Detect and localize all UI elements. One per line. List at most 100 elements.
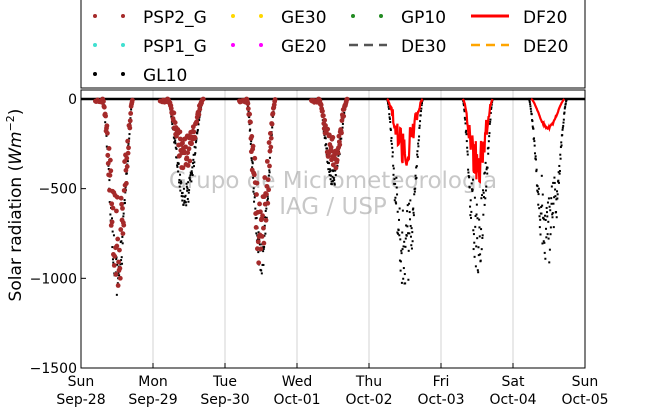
psp2-g-point	[333, 165, 339, 171]
legend-marker	[259, 43, 263, 47]
gl10-point	[552, 181, 555, 184]
gl10-point	[111, 258, 114, 261]
gl10-point	[469, 199, 472, 202]
gl10-point	[396, 193, 399, 196]
gl10-point	[265, 216, 268, 219]
gl10-point	[392, 164, 395, 167]
psp2-g-point	[185, 163, 191, 168]
gl10-point	[561, 134, 564, 137]
gl10-point	[121, 235, 124, 238]
data-marks	[81, 96, 585, 296]
gl10-point	[532, 127, 535, 130]
psp2-g-point	[110, 205, 116, 211]
psp2-g-point	[113, 272, 119, 277]
gl10-point	[171, 123, 174, 126]
gl10-point	[399, 269, 402, 272]
psp2-g-point	[256, 260, 262, 266]
gl10-point	[326, 160, 329, 163]
gl10-point	[552, 226, 555, 229]
gl10-point	[559, 153, 562, 156]
psp2-g-point	[123, 180, 129, 186]
gl10-point	[121, 262, 124, 265]
gl10-point	[179, 189, 182, 192]
gl10-point	[408, 202, 411, 205]
gl10-point	[558, 164, 561, 167]
gl10-point	[105, 134, 108, 137]
psp2-g-point	[334, 157, 340, 163]
gl10-point	[480, 228, 483, 231]
psp2-g-point	[101, 104, 107, 110]
psp2-g-point	[339, 130, 344, 136]
gl10-point	[123, 199, 126, 202]
psp2-g-point	[269, 121, 275, 127]
gl10-point	[544, 218, 547, 221]
psp2-g-point	[267, 163, 272, 169]
gl10-point	[108, 179, 111, 182]
psp2-g-point	[114, 243, 120, 249]
gl10-point	[192, 158, 195, 161]
gl10-point	[480, 197, 483, 200]
psp2-g-point	[180, 165, 186, 171]
gl10-point	[404, 245, 407, 248]
gl10-point	[189, 171, 192, 174]
gl10-point	[564, 102, 567, 105]
gl10-point	[252, 187, 255, 190]
gl10-point	[415, 165, 418, 168]
gl10-point	[539, 218, 542, 221]
gl10-point	[555, 211, 558, 214]
gl10-point	[401, 248, 404, 251]
psp2-g-point	[265, 200, 271, 206]
gl10-point	[328, 168, 331, 171]
gl10-point	[268, 156, 271, 159]
gl10-point	[565, 98, 568, 101]
gl10-point	[531, 119, 534, 122]
gl10-point	[409, 199, 412, 202]
gl10-point	[528, 101, 531, 104]
gl10-point	[475, 245, 478, 248]
legend-label: GE20	[281, 37, 327, 57]
gl10-point	[472, 233, 475, 236]
x-tick-day: Wed	[282, 374, 313, 390]
gl10-point	[463, 116, 466, 119]
gl10-point	[327, 168, 330, 171]
gl10-point	[333, 183, 336, 186]
gl10-point	[126, 160, 129, 163]
gl10-point	[550, 185, 553, 188]
psp2-g-point	[106, 146, 112, 151]
y-tick-label: −500	[39, 182, 77, 198]
gl10-point	[249, 128, 252, 131]
legend-label: DE30	[401, 37, 446, 57]
gl10-point	[420, 107, 423, 110]
psp2-g-point	[268, 135, 274, 141]
psp2-g-point	[127, 118, 133, 124]
gl10-point	[116, 263, 119, 266]
gl10-point	[534, 158, 537, 161]
psp2-g-point	[180, 140, 185, 146]
gl10-point	[551, 213, 554, 216]
gl10-point	[112, 261, 115, 264]
x-tick-date: Oct-04	[489, 392, 536, 408]
gl10-point	[248, 116, 251, 119]
x-tick-day: Mon	[138, 374, 168, 390]
gl10-point	[531, 120, 534, 123]
psp2-g-point	[114, 194, 120, 200]
gl10-point	[421, 97, 424, 100]
gl10-point	[551, 216, 554, 219]
gl10-point	[248, 129, 251, 132]
gl10-point	[483, 171, 486, 174]
gl10-point	[402, 245, 405, 248]
gl10-point	[330, 180, 333, 183]
gl10-point	[390, 142, 393, 145]
gl10-point	[476, 217, 479, 220]
gl10-point	[481, 234, 484, 237]
psp2-g-point	[248, 119, 253, 125]
y-axis-label-exponent: −2	[4, 115, 17, 131]
gl10-point	[198, 119, 201, 122]
gl10-point	[128, 137, 131, 140]
gl10-point	[129, 117, 132, 120]
x-tick-date: Sep-28	[56, 392, 105, 408]
gl10-point	[475, 213, 478, 216]
gl10-point	[185, 182, 188, 185]
psp2-g-point	[258, 209, 263, 215]
psp2-g-point	[255, 239, 261, 245]
